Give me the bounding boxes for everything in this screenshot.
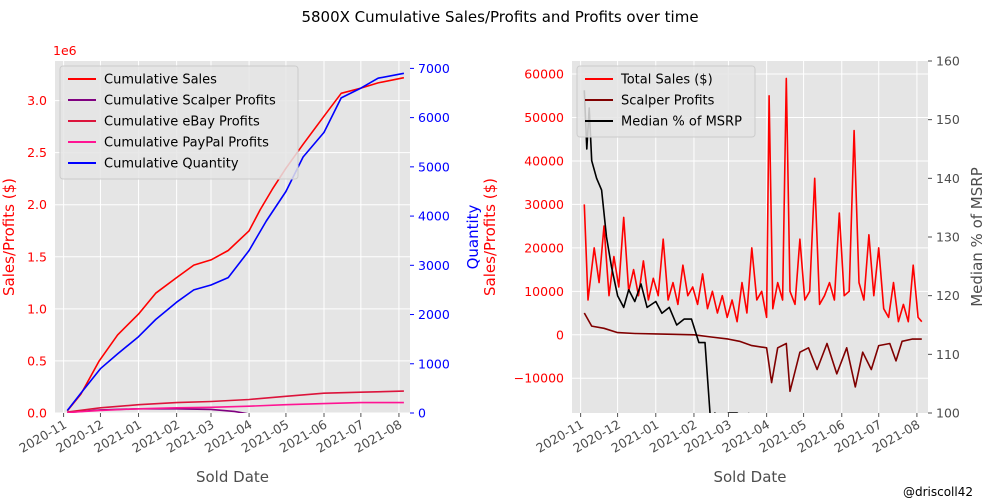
y-tick-label-left: 0.5 [27,353,47,368]
x-axis-label: Sold Date [713,468,786,486]
y-tick-label-left: 20000 [524,240,564,255]
y-tick-label-left: 0.0 [27,406,47,421]
series-group [66,72,405,413]
y-tick-label-right: 130 [936,230,960,245]
legend-label: Cumulative Scalper Profits [104,94,276,109]
legend-box [59,65,299,180]
credit-text: @driscoll42 [903,485,973,499]
y-tick-label-left: 10000 [524,284,564,299]
y-axis-label-right: Median % of MSRP [968,167,986,307]
left-chart: 2020-112020-122021-012021-022021-032021-… [0,43,482,486]
y-tick-label-left: 40000 [524,153,564,168]
legend-box [576,65,756,138]
series-group [583,77,923,413]
right-chart: 2020-112020-122021-012021-022021-032021-… [481,54,986,487]
series-line-median-of-msrp [583,90,750,413]
y-tick-label-left: −10000 [514,371,564,386]
series-line-scalper-profits [583,312,922,393]
series-line-cumulative-ebay-profits [67,390,404,413]
y-tick-label-right: 120 [936,288,960,303]
x-axis-label: Sold Date [196,468,269,486]
legend-label: Cumulative eBay Profits [104,115,260,130]
series-line-cumulative-quantity [66,72,405,411]
y-tick-label-left: 0 [556,327,564,342]
legend-label: Cumulative Quantity [104,157,239,172]
figure-title: 5800X Cumulative Sales/Profits and Profi… [301,8,698,26]
y-tick-label-left: 1.5 [27,249,47,264]
y-tick-label-right: 100 [936,406,960,421]
y-tick-label-right: 160 [936,54,960,69]
y-tick-label-right: 0 [418,406,426,421]
legend-label: Cumulative PayPal Profits [104,136,269,151]
y-tick-label-left: 2.5 [27,145,47,160]
legend-label: Cumulative Sales [104,73,217,88]
y-tick-label-right: 140 [936,171,960,186]
y-tick-label-right: 110 [936,347,960,362]
y-offset-label: 1e6 [53,43,77,58]
y-tick-label-right: 2000 [418,307,450,322]
legend-label: Median % of MSRP [621,115,742,130]
series-line-cumulative-paypal-profits [67,401,404,413]
y-tick-label-right: 3000 [418,258,450,273]
y-axis-label-left: Sales/Profits ($) [0,178,18,296]
y-tick-label-right: 7000 [418,61,450,76]
y-tick-label-right: 150 [936,112,960,127]
legend: Total Sales ($) Scalper Profits Median % o… [576,65,756,138]
y-tick-label-right: 4000 [418,209,450,224]
legend-label: Total Sales ($) [620,73,713,88]
series-line-total-sales- [583,77,923,323]
legend-label: Scalper Profits [621,94,715,109]
y-tick-label-left: 30000 [524,197,564,212]
y-tick-label-left: 60000 [524,67,564,82]
y-tick-label-left: 2.0 [27,197,47,212]
y-tick-label-left: 3.0 [27,93,47,108]
y-tick-label-left: 50000 [524,110,564,125]
series-line-cumulative-sales [66,76,405,412]
legend: Cumulative Sales Cumulative Scalper Profi… [59,65,299,180]
y-axis-label-left: Sales/Profits ($) [481,178,499,296]
y-tick-label-right: 1000 [418,356,450,371]
y-axis-label-right: Quantity [464,204,482,269]
y-tick-label-right: 6000 [418,110,450,125]
y-tick-label-left: 1.0 [27,301,47,316]
y-tick-label-right: 5000 [418,159,450,174]
